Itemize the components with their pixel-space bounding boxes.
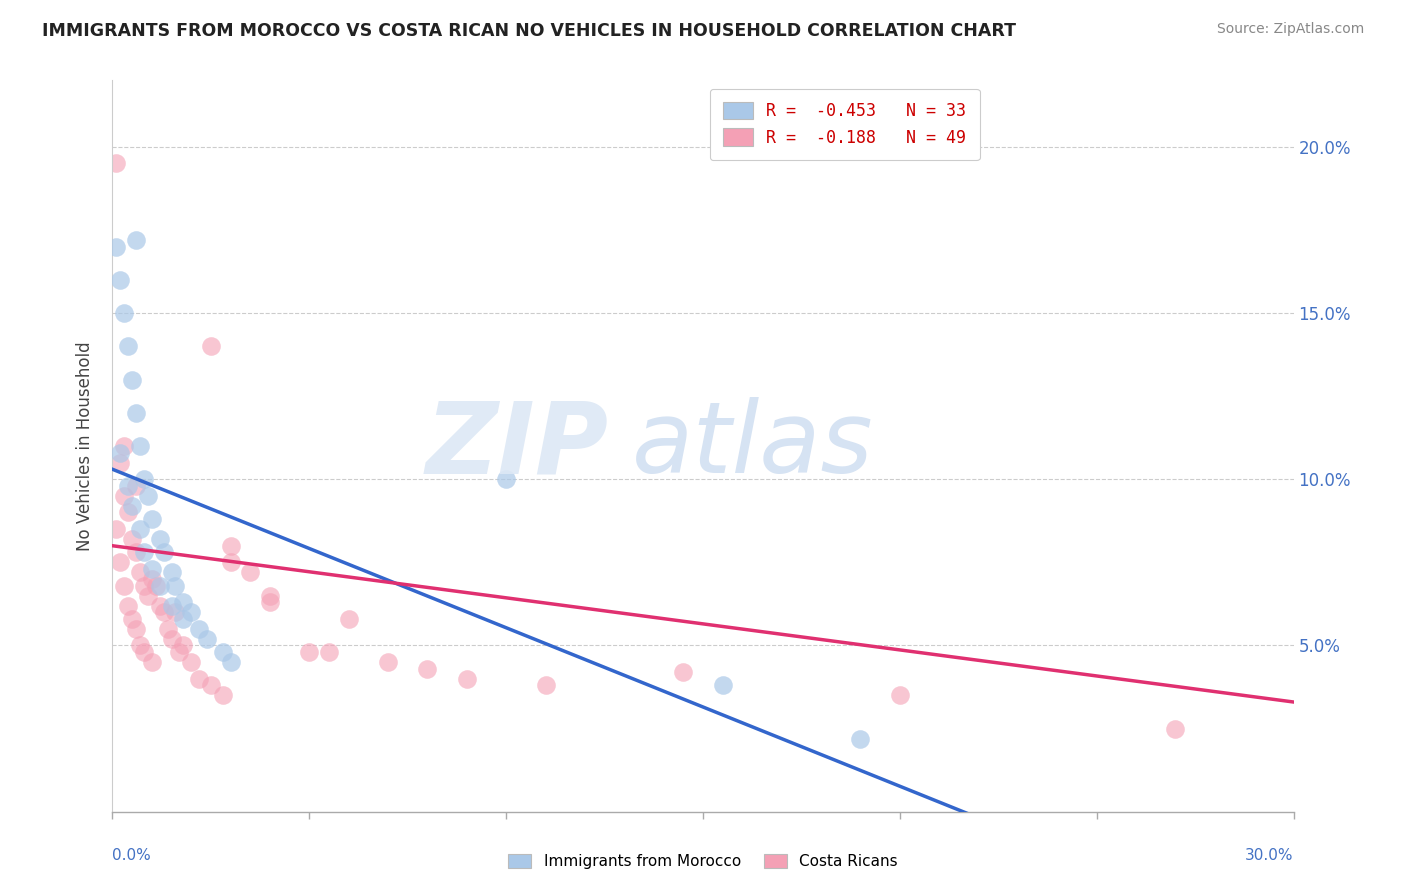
Point xyxy=(711,678,734,692)
Point xyxy=(172,595,194,609)
Point xyxy=(117,479,139,493)
Point xyxy=(141,572,163,586)
Point xyxy=(160,632,183,646)
Point xyxy=(156,622,179,636)
Point xyxy=(169,645,191,659)
Point xyxy=(105,156,128,170)
Point xyxy=(200,339,222,353)
Point xyxy=(456,672,478,686)
Point xyxy=(141,512,163,526)
Point xyxy=(889,689,911,703)
Text: 30.0%: 30.0% xyxy=(1246,848,1294,863)
Point xyxy=(849,731,872,746)
Point xyxy=(180,655,202,669)
Point xyxy=(219,655,242,669)
Point xyxy=(152,605,174,619)
Point xyxy=(112,439,135,453)
Point xyxy=(132,645,155,659)
Point xyxy=(534,678,557,692)
Point xyxy=(211,645,233,659)
Point xyxy=(200,678,222,692)
Y-axis label: No Vehicles in Household: No Vehicles in Household xyxy=(76,341,94,551)
Point xyxy=(141,562,163,576)
Text: 0.0%: 0.0% xyxy=(112,848,152,863)
Point xyxy=(110,445,132,459)
Point xyxy=(318,645,340,659)
Point xyxy=(117,339,139,353)
Point xyxy=(149,579,172,593)
Point xyxy=(112,579,135,593)
Point xyxy=(239,566,262,580)
Point xyxy=(121,372,143,386)
Text: ZIP: ZIP xyxy=(426,398,609,494)
Point xyxy=(117,599,139,613)
Point xyxy=(377,655,399,669)
Point xyxy=(160,599,183,613)
Point xyxy=(172,612,194,626)
Point xyxy=(129,566,152,580)
Point xyxy=(117,506,139,520)
Point xyxy=(110,456,132,470)
Point xyxy=(145,579,167,593)
Point xyxy=(110,273,132,287)
Point xyxy=(136,589,159,603)
Point xyxy=(195,632,218,646)
Point xyxy=(165,579,187,593)
Point xyxy=(172,639,194,653)
Point xyxy=(259,595,281,609)
Text: atlas: atlas xyxy=(633,398,873,494)
Point xyxy=(125,545,148,559)
Point xyxy=(337,612,360,626)
Point xyxy=(160,566,183,580)
Point xyxy=(152,545,174,559)
Point xyxy=(132,472,155,486)
Point xyxy=(105,522,128,536)
Point xyxy=(219,555,242,569)
Point xyxy=(112,306,135,320)
Point xyxy=(188,622,211,636)
Legend: R =  -0.453   N = 33, R =  -0.188   N = 49: R = -0.453 N = 33, R = -0.188 N = 49 xyxy=(710,88,980,160)
Point xyxy=(141,655,163,669)
Point xyxy=(125,233,148,247)
Point xyxy=(132,579,155,593)
Point xyxy=(298,645,321,659)
Point xyxy=(259,589,281,603)
Point xyxy=(165,605,187,619)
Point xyxy=(132,545,155,559)
Point xyxy=(129,439,152,453)
Point xyxy=(136,489,159,503)
Text: Source: ZipAtlas.com: Source: ZipAtlas.com xyxy=(1216,22,1364,37)
Point xyxy=(495,472,517,486)
Point xyxy=(149,599,172,613)
Point xyxy=(416,662,439,676)
Point xyxy=(1164,722,1187,736)
Point xyxy=(188,672,211,686)
Point xyxy=(180,605,202,619)
Point xyxy=(219,539,242,553)
Text: IMMIGRANTS FROM MOROCCO VS COSTA RICAN NO VEHICLES IN HOUSEHOLD CORRELATION CHAR: IMMIGRANTS FROM MOROCCO VS COSTA RICAN N… xyxy=(42,22,1017,40)
Point xyxy=(112,489,135,503)
Point xyxy=(121,532,143,546)
Point xyxy=(211,689,233,703)
Point xyxy=(125,406,148,420)
Legend: Immigrants from Morocco, Costa Ricans: Immigrants from Morocco, Costa Ricans xyxy=(502,848,904,875)
Point xyxy=(672,665,695,679)
Point xyxy=(129,639,152,653)
Point xyxy=(149,532,172,546)
Point xyxy=(121,612,143,626)
Point xyxy=(121,499,143,513)
Point xyxy=(125,479,148,493)
Point xyxy=(110,555,132,569)
Point xyxy=(129,522,152,536)
Point xyxy=(125,622,148,636)
Point xyxy=(105,239,128,253)
